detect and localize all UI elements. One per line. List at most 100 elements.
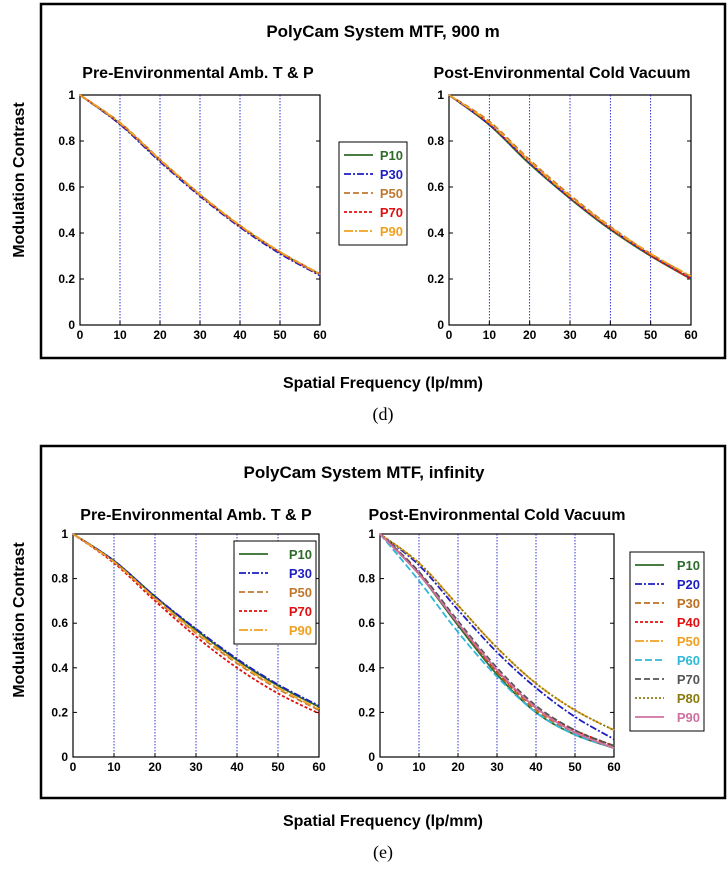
- x-tick-label: 50: [271, 760, 285, 774]
- figure-e-frame: [39, 444, 727, 800]
- x-tick-label: 40: [230, 760, 244, 774]
- chart-subtitle: Pre-Environmental Amb. T & P: [80, 507, 312, 524]
- legend-label-p70: P70: [380, 205, 403, 220]
- y-tick-label: 0.6: [51, 616, 68, 630]
- legend-label-p90: P90: [677, 710, 700, 725]
- legend-label-p60: P60: [677, 653, 700, 668]
- legend-label-p90: P90: [380, 224, 403, 239]
- x-tick-label: 0: [70, 760, 77, 774]
- series-line-p20: [379, 533, 615, 740]
- legend-label-p30: P30: [677, 596, 700, 611]
- y-tick-label: 1: [437, 88, 444, 102]
- y-tick-label: 1: [61, 527, 68, 541]
- x-tick-label: 30: [563, 328, 577, 342]
- figure-d-title: PolyCam System MTF, 900 m: [266, 22, 499, 41]
- legend-label-p50: P50: [677, 634, 700, 649]
- y-tick-label: 0.4: [427, 226, 444, 240]
- legend-label-p70: P70: [677, 672, 700, 687]
- series-line-p70: [379, 533, 615, 747]
- y-tick-label: 0.8: [51, 572, 68, 586]
- y-tick-label: 0: [61, 750, 68, 764]
- chart-subtitle: Post-Environmental Cold Vacuum: [434, 65, 691, 82]
- figure-d-caption: (d): [373, 404, 394, 425]
- y-tick-label: 0.6: [58, 180, 75, 194]
- x-tick-label: 10: [483, 328, 497, 342]
- x-tick-label: 20: [451, 760, 465, 774]
- x-tick-label: 0: [377, 760, 384, 774]
- series-line-p90: [72, 533, 320, 710]
- legend: P10 P30 P50 P70 P90: [233, 540, 317, 645]
- legend-label-p10: P10: [677, 558, 700, 573]
- y-tick-label: 1: [368, 527, 375, 541]
- x-tick-label: 0: [446, 328, 453, 342]
- y-tick-label: 0.8: [358, 572, 375, 586]
- y-tick-label: 0.2: [58, 272, 75, 286]
- legend-box: [233, 540, 317, 645]
- figure-e-ylabel: Modulation Contrast: [11, 542, 28, 698]
- x-tick-label: 60: [312, 760, 326, 774]
- y-tick-label: 0.6: [358, 616, 375, 630]
- legend-label-p40: P40: [677, 615, 700, 630]
- figure-e-xlabel: Spatial Frequency (lp/mm): [283, 813, 483, 830]
- legend-label-p30: P30: [289, 566, 312, 581]
- x-tick-label: 30: [490, 760, 504, 774]
- x-tick-label: 20: [148, 760, 162, 774]
- y-tick-label: 0: [68, 318, 75, 332]
- x-tick-label: 10: [113, 328, 127, 342]
- figure-e-title: PolyCam System MTF, infinity: [244, 463, 485, 482]
- x-tick-label: 10: [412, 760, 426, 774]
- x-tick-label: 60: [684, 328, 698, 342]
- legend-label-p10: P10: [289, 547, 312, 562]
- y-tick-label: 0.8: [427, 134, 444, 148]
- figure-d: PolyCam System MTF, 900 m Modulation Con…: [11, 2, 727, 425]
- series-line-p90: [379, 533, 615, 749]
- legend-label-p90: P90: [289, 623, 312, 638]
- chart-d-pre: Pre-Environmental Amb. T & P0 10 20 30 40 50 6…: [58, 65, 408, 342]
- chart-subtitle: Pre-Environmental Amb. T & P: [82, 65, 314, 82]
- x-tick-label: 50: [568, 760, 582, 774]
- y-tick-label: 0.8: [58, 134, 75, 148]
- y-tick-label: 0: [368, 750, 375, 764]
- legend-label-p10: P10: [380, 148, 403, 163]
- chart-subtitle: Post-Environmental Cold Vacuum: [369, 507, 626, 524]
- chart-e-pre: Pre-Environmental Amb. T & P0 10 20 30 40 50 6…: [51, 507, 326, 774]
- series-line-p60: [379, 533, 615, 749]
- legend-label-p80: P80: [677, 691, 700, 706]
- legend-label-p30: P30: [380, 167, 403, 182]
- legend-label-p20: P20: [677, 577, 700, 592]
- x-tick-label: 60: [607, 760, 621, 774]
- y-tick-label: 0.6: [427, 180, 444, 194]
- x-tick-label: 0: [77, 328, 84, 342]
- figure-d-ylabel: Modulation Contrast: [11, 102, 28, 258]
- x-tick-label: 30: [193, 328, 207, 342]
- x-tick-label: 20: [523, 328, 537, 342]
- legend: P10 P30 P50 P70 P90: [338, 141, 408, 246]
- x-tick-label: 30: [189, 760, 203, 774]
- y-tick-label: 0.2: [427, 272, 444, 286]
- x-tick-label: 20: [153, 328, 167, 342]
- x-tick-label: 40: [604, 328, 618, 342]
- series-line-p80: [379, 533, 615, 732]
- y-tick-label: 0.4: [58, 226, 75, 240]
- legend-label-p70: P70: [289, 604, 312, 619]
- y-tick-label: 0.4: [358, 661, 375, 675]
- chart-d-post: Post-Environmental Cold Vacuum 0 10 20 30 40 5…: [427, 65, 698, 342]
- legend: P10 P20 P30 P40 P50 P60 P70 P80 P90: [629, 551, 705, 732]
- figure-e: PolyCam System MTF, infinity Modulation …: [11, 444, 727, 863]
- y-tick-label: 0.2: [358, 705, 375, 719]
- y-tick-label: 0.2: [51, 705, 68, 719]
- series-line-p90: [79, 94, 321, 276]
- x-tick-label: 50: [644, 328, 658, 342]
- series-line-p90: [448, 94, 692, 278]
- x-tick-label: 40: [529, 760, 543, 774]
- figure-d-xlabel: Spatial Frequency (lp/mm): [283, 375, 483, 392]
- x-tick-label: 40: [233, 328, 247, 342]
- x-tick-label: 60: [313, 328, 327, 342]
- y-tick-label: 0.4: [51, 661, 68, 675]
- figure-e-caption: (e): [373, 842, 393, 863]
- legend-label-p50: P50: [289, 585, 312, 600]
- legend-label-p50: P50: [380, 186, 403, 201]
- figure-d-frame: [39, 2, 727, 360]
